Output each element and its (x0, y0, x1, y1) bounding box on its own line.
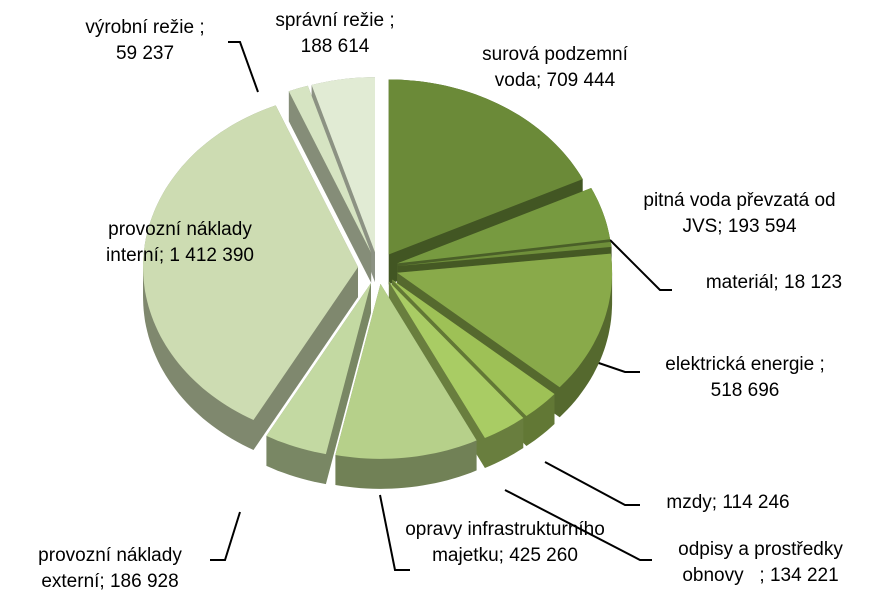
data-label: opravy infrastrukturního majetku; 425 26… (405, 517, 605, 569)
slice-top (335, 283, 477, 459)
value-label: 186 928 (109, 571, 179, 592)
slice (388, 281, 524, 468)
slice-top (397, 241, 612, 266)
data-label: elektrická energie ; 518 696 (630, 352, 860, 404)
data-label: výrobní režie ; 59 237 (60, 15, 230, 67)
slice (266, 283, 371, 485)
slice-top (388, 281, 524, 438)
slice (397, 253, 613, 418)
category-label: elektrická energie ; (665, 354, 825, 375)
category-label: výrobní režie ; (85, 17, 205, 38)
value-label: 18 123 (784, 272, 843, 293)
category-label: mzdy; (666, 492, 718, 513)
leader-lines (210, 41, 672, 571)
slice (388, 79, 583, 285)
data-label: mzdy; 114 246 (643, 490, 813, 516)
data-label: surová podzemní voda; 709 444 (460, 42, 650, 94)
slice-top (143, 105, 358, 421)
value-label: 425 260 (509, 545, 578, 566)
data-label: provozní náklady externí; 186 928 (5, 543, 215, 595)
data-label: pitná voda převzatá od JVS; 193 594 (622, 188, 857, 240)
data-label: správní režie ; 188 614 (250, 8, 420, 60)
slice-side (391, 279, 555, 446)
category-label: surová podzemní voda; (482, 44, 634, 91)
slice (143, 105, 358, 451)
category-label: opravy infrastrukturního majetku; (405, 519, 611, 566)
value-label: 114 246 (722, 492, 790, 513)
leader-line (609, 239, 672, 291)
slice-top (311, 77, 375, 253)
data-label: materiál; 18 123 (674, 270, 873, 296)
slice-side (288, 85, 372, 283)
category-label: provozní náklady externí; (38, 545, 188, 592)
slice-top (288, 85, 372, 253)
value-label: 59 237 (115, 43, 175, 64)
slice (391, 279, 555, 446)
slice-top (391, 279, 555, 416)
category-label: materiál; (705, 272, 779, 293)
category-label: provozní náklady interní; (106, 219, 258, 266)
value-label: 518 696 (710, 380, 780, 401)
value-label: 188 614 (300, 36, 370, 57)
slice (335, 283, 477, 489)
category-label: pitná voda převzatá od JVS; (643, 190, 841, 237)
data-label: provozní náklady interní; 1 412 390 (100, 217, 260, 269)
value-label: 193 594 (727, 216, 797, 237)
slice (288, 85, 372, 283)
leader-line (228, 41, 259, 93)
slice-top (266, 283, 371, 455)
leader-line (210, 511, 241, 561)
leader-line (379, 494, 410, 571)
leader-line (504, 489, 652, 561)
leader-line (544, 461, 640, 506)
leader-line (589, 359, 640, 373)
slice-top (397, 188, 611, 264)
category-label: správní režie ; (275, 10, 395, 31)
slice-top (397, 253, 613, 388)
value-label: 709 444 (546, 70, 616, 91)
value-label: 134 221 (769, 565, 839, 586)
value-label: 1 412 390 (169, 245, 254, 266)
category-label: odpisy a prostředky obnovy ; (678, 539, 849, 586)
data-label: odpisy a prostředky obnovy ; 134 221 (648, 537, 873, 589)
slice-top (388, 79, 583, 255)
